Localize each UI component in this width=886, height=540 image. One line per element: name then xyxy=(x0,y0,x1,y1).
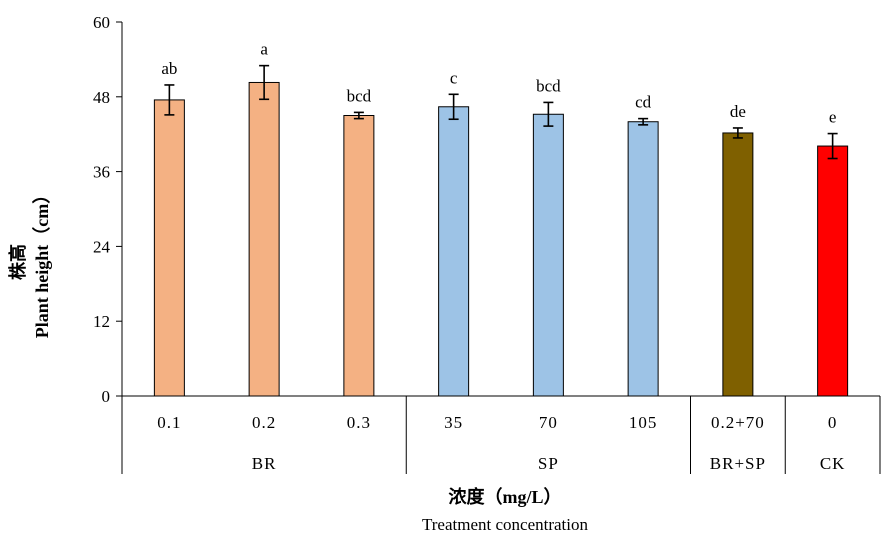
bar xyxy=(722,132,754,397)
y-ticks: 0 12 24 36 48 60 xyxy=(93,13,122,406)
category-label: 0.3 xyxy=(347,413,371,432)
significance-label: e xyxy=(829,108,837,127)
axes xyxy=(121,22,880,397)
y-tick-label: 48 xyxy=(93,88,110,107)
category-label: 0 xyxy=(828,413,838,432)
bar xyxy=(627,121,659,397)
significance-label: de xyxy=(730,102,746,121)
y-axis-title-cn: 株高 xyxy=(7,244,28,280)
group-structure: BR SP BR+SP CK xyxy=(121,396,881,474)
bar xyxy=(817,145,849,397)
significance-label: a xyxy=(260,40,268,59)
category-label: 0.2 xyxy=(252,413,276,432)
group-label: CK xyxy=(820,454,846,473)
significance-label: c xyxy=(450,68,458,87)
x-axis-title-en: Treatment concentration xyxy=(422,515,589,534)
bar xyxy=(438,106,470,397)
y-axis-title: 株高 Plant height（cm） xyxy=(7,186,52,339)
bars xyxy=(153,81,849,397)
y-axis-title-en: Plant height（cm） xyxy=(32,186,52,339)
y-tick-label: 24 xyxy=(93,237,111,256)
significance-label: cd xyxy=(635,93,652,112)
error-bars xyxy=(164,64,838,160)
y-tick-label: 0 xyxy=(102,387,111,406)
x-category-labels: 0.1 0.2 0.3 35 70 105 0.2+70 0 xyxy=(157,413,838,432)
group-label: BR xyxy=(252,454,277,473)
category-label: 35 xyxy=(444,413,463,432)
category-label: 70 xyxy=(539,413,558,432)
category-label: 0.2+70 xyxy=(711,413,765,432)
bar xyxy=(532,113,564,397)
significance-labels: ab a bcd c bcd cd de e xyxy=(161,40,836,127)
category-label: 105 xyxy=(629,413,658,432)
category-label: 0.1 xyxy=(157,413,181,432)
bar xyxy=(248,81,280,397)
bar xyxy=(153,99,185,397)
significance-label: ab xyxy=(161,59,177,78)
significance-label: bcd xyxy=(347,86,372,105)
group-label: BR+SP xyxy=(710,454,766,473)
group-label: SP xyxy=(538,454,559,473)
y-tick-label: 12 xyxy=(93,312,110,331)
y-tick-label: 60 xyxy=(93,13,110,32)
bar xyxy=(343,115,375,397)
x-axis-title-cn: 浓度（mg/L） xyxy=(448,486,561,507)
significance-label: bcd xyxy=(536,76,561,95)
y-tick-label: 36 xyxy=(93,163,110,182)
